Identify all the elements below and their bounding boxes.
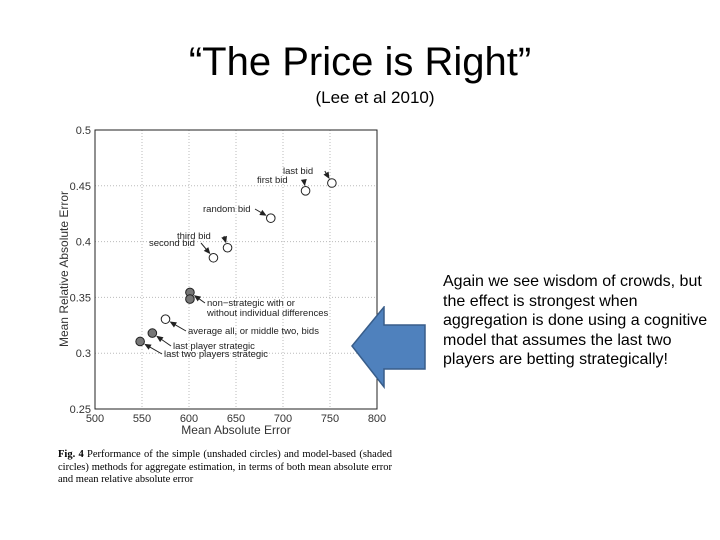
y-tick-label: 0.4 [76, 237, 91, 249]
annotation-label: random bid [203, 204, 251, 215]
x-tick-label: 500 [86, 413, 104, 425]
slide-subtitle: (Lee et al 2010) [315, 88, 435, 107]
annotation-label: second bid [149, 238, 195, 249]
y-tick-label: 0.35 [70, 292, 91, 304]
shaded-point [135, 336, 145, 347]
unshaded-point [265, 213, 276, 223]
y-axis-label: Mean Relative Absolute Error [57, 191, 71, 347]
x-tick-label: 700 [274, 413, 292, 425]
annotation-arrowhead [300, 179, 307, 187]
unshaded-point [160, 314, 171, 324]
annotation-arrowhead [259, 209, 267, 216]
annotation-arrowhead [323, 171, 330, 179]
shaded-point [147, 328, 158, 338]
caption-label: Fig. 4 [58, 449, 84, 460]
unshaded-point [300, 186, 311, 196]
y-tick-label: 0.5 [76, 125, 91, 137]
annotation-label: third bid [177, 231, 211, 242]
annotation-label: average all, or middle two, bids [188, 326, 319, 337]
annotation-arrowhead [156, 335, 164, 343]
caption-text: Performance of the simple (unshaded circ… [58, 449, 392, 485]
unshaded-point [327, 178, 337, 188]
unshaded-point [208, 252, 219, 263]
annotation-label: last two players strategic [164, 349, 268, 360]
annotation-arrowhead [169, 321, 177, 328]
scatter-chart: 500 550 600 650 700 750 800 0.25 0.3 0.35 0.4 0.45 0… [57, 125, 387, 437]
annotation-label: last bid [283, 166, 313, 177]
annotation-label: last player strategic [173, 341, 255, 352]
grid-layer [95, 130, 377, 409]
tick-layer: 500 550 600 650 700 750 800 0.25 0.3 0.35 0.4 0.45 0… [70, 125, 387, 425]
x-tick-label: 550 [133, 413, 151, 425]
side-note: Again we see wisdom of crowds, but the e… [443, 273, 708, 368]
x-tick-label: 800 [368, 413, 386, 425]
figure-caption: Fig. 4 Performance of the simple (unshad… [58, 449, 392, 487]
plot-frame [94, 129, 378, 410]
y-tick-label: 0.3 [76, 348, 91, 360]
annotation-arrows [144, 170, 330, 355]
x-tick-label: 650 [227, 413, 245, 425]
slide-title: “The Price is Right” [188, 40, 532, 84]
annotation-arrowhead [203, 247, 211, 255]
annotation-arrowhead [221, 235, 227, 244]
annotation-label: non−strategic with or without individual … [206, 298, 329, 319]
annotation-label: first bid [257, 175, 288, 186]
annotation-arrowhead [193, 295, 202, 302]
x-tick-label: 600 [180, 413, 198, 425]
annotation-arrowhead [144, 343, 152, 350]
shaded-point [185, 294, 195, 304]
unshaded-point [222, 242, 233, 253]
y-tick-label: 0.45 [70, 181, 91, 193]
x-tick-label: 750 [321, 413, 339, 425]
left-arrow-shape [351, 306, 426, 390]
point-layer [135, 178, 337, 347]
y-tick-label: 0.25 [70, 404, 91, 416]
x-axis-label: Mean Absolute Error [181, 423, 290, 437]
